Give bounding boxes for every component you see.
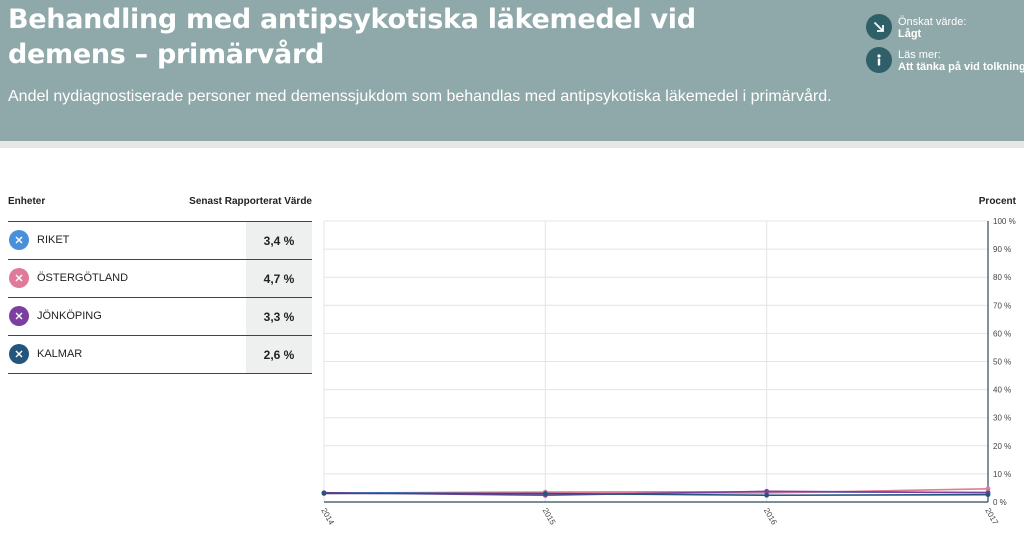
unit-row-ostergotland[interactable]: ÖSTERGÖTLAND 4,7 % [8,260,312,298]
latest-value-column-header: Senast Rapporterat Värde [189,196,312,207]
data-point [321,490,327,496]
x-tick-label: 2014 [319,507,336,527]
y-tick-label: 20 % [993,442,1011,451]
unit-latest-value: 3,4 % [246,222,312,259]
data-point [542,491,548,496]
data-point [985,492,991,498]
desired-value-label: Önskat värde: [898,16,967,28]
y-tick-label: 50 % [993,358,1011,367]
y-tick-label: 40 % [993,386,1011,395]
info-icon [866,47,892,73]
x-tick-label: 2015 [541,507,558,527]
page-header: Behandling med antipsykotiska läkemedel … [0,0,1024,141]
unit-name: ÖSTERGÖTLAND [37,272,129,284]
unit-latest-value: 2,6 % [246,336,312,373]
desired-value: Lågt [898,28,922,40]
header-divider [0,141,1024,148]
desired-value-info: Önskat värde: Lågt [866,14,1024,44]
y-tick-label: 10 % [993,470,1011,479]
data-point [764,492,770,498]
unit-name: JÖNKÖPING [37,310,102,322]
data-point [764,488,770,494]
units-column-header: Enheter [8,196,46,207]
data-point [985,486,991,492]
y-tick-label: 30 % [993,414,1011,423]
y-axis-title: Procent [978,196,1016,207]
page-title: Behandling med antipsykotiska läkemedel … [8,4,696,70]
unit-row-kalmar[interactable]: KALMAR 2,6 % [8,336,312,374]
read-more-link[interactable]: Läs mer: Att tänka på vid tolkning [866,47,1024,77]
y-tick-label: 80 % [993,273,1011,282]
page-subtitle: Andel nydiagnostiserade personer med dem… [8,88,832,105]
unit-latest-value: 4,7 % [246,260,312,297]
y-tick-label: 90 % [993,245,1011,254]
unit-name: RIKET [37,234,70,246]
chart-svg: 0 % 10 % 20 % 30 % 40 % 50 % 60 % 70 % 80 % 90 % 1… [319,217,1016,527]
y-tick-label: 100 % [993,217,1016,226]
read-more-label: Läs mer: [898,49,941,61]
y-tick-label: 60 % [993,329,1011,338]
y-tick-label: 70 % [993,301,1011,310]
x-tick-label: 2016 [762,507,779,527]
series-line [323,492,989,497]
y-tick-label: 0 % [993,498,1007,507]
arrow-down-right-icon [866,14,892,40]
unit-latest-value: 3,3 % [246,298,312,335]
remove-icon[interactable] [9,306,29,326]
read-more-value[interactable]: Att tänka på vid tolkning [898,61,1024,73]
line-chart: Procent 0 % 10 % 20 % 30 % 40 % 50 % 60 % 70 % 8… [310,190,1024,530]
remove-icon[interactable] [9,230,29,250]
x-tick-label: 2017 [983,507,1000,527]
remove-icon[interactable] [9,344,29,364]
unit-name: KALMAR [37,348,83,360]
remove-icon[interactable] [9,268,29,288]
unit-row-riket[interactable]: RIKET 3,4 % [8,222,312,260]
unit-row-jonkoping[interactable]: JÖNKÖPING 3,3 % [8,298,312,336]
units-list: RIKET 3,4 % ÖSTERGÖTLAND 4,7 % JÖNKÖPING… [8,221,312,374]
